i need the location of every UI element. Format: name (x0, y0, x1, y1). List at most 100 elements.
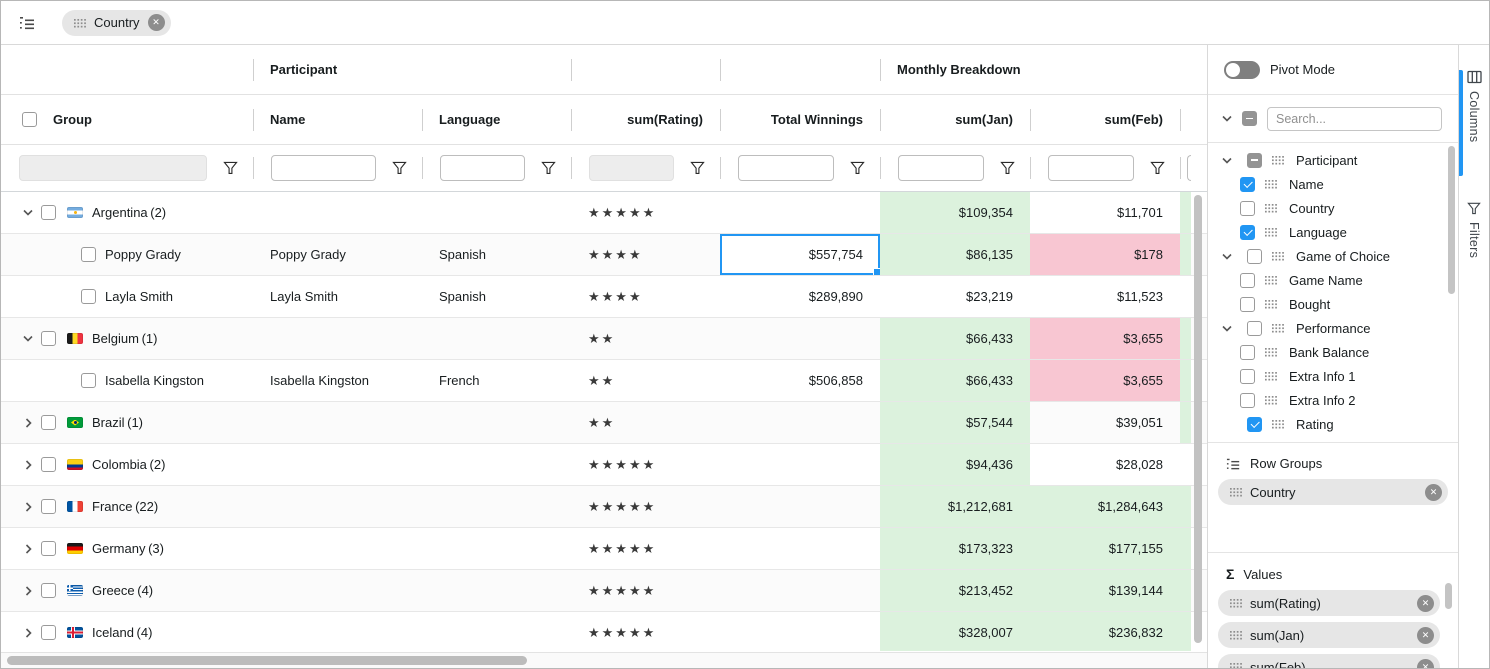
tree-scrollbar-thumb[interactable] (1448, 146, 1455, 294)
collapse-all-chevron-icon[interactable] (1222, 115, 1232, 122)
cell-sum-mar-partial[interactable] (1180, 192, 1191, 233)
horizontal-scrollbar-thumb[interactable] (7, 656, 527, 665)
column-visibility-checkbox[interactable] (1247, 416, 1262, 432)
cell-sum-feb[interactable]: $1,284,643 (1030, 486, 1180, 527)
column-tree-item-bank-balance[interactable]: Bank Balance (1208, 340, 1458, 364)
cell-sum-jan[interactable]: $66,433 (880, 318, 1030, 359)
column-visibility-checkbox[interactable] (1240, 224, 1255, 240)
cell-rating[interactable]: ★★★★★ (588, 498, 657, 514)
filter-icon[interactable] (222, 161, 238, 175)
filter-menu-button[interactable] (207, 161, 253, 175)
cell-group[interactable]: Belgium (1) (1, 318, 253, 359)
column-visibility-checkbox[interactable] (1240, 392, 1255, 408)
column-tree-item-name[interactable]: Name (1208, 172, 1458, 196)
row-select-checkbox[interactable] (81, 373, 96, 388)
cell-group[interactable]: Poppy Grady (1, 234, 253, 275)
column-visibility-checkbox[interactable] (1247, 320, 1262, 336)
header-sum-jan[interactable]: sum(Jan) (880, 95, 1030, 144)
remove-icon[interactable]: ✕ (1417, 658, 1434, 668)
cell-name[interactable] (253, 570, 422, 611)
cell-rating[interactable]: ★★ (588, 330, 616, 346)
column-tree-item-bought[interactable]: Bought (1208, 292, 1458, 316)
cell-name[interactable]: Poppy Grady (270, 247, 346, 262)
column-visibility-checkbox[interactable] (1240, 296, 1255, 312)
cell-sum-mar-partial[interactable] (1180, 234, 1191, 275)
cell-sum-mar-partial[interactable] (1180, 570, 1191, 611)
cell-group[interactable]: Layla Smith (1, 276, 253, 317)
column-visibility-checkbox[interactable] (1247, 152, 1262, 168)
cell-sum-jan[interactable]: $86,135 (880, 234, 1030, 275)
cell-sum-mar-partial[interactable] (1180, 444, 1191, 485)
column-search-input[interactable] (1267, 106, 1442, 131)
cell-group[interactable]: France (22) (1, 486, 253, 527)
cell-language[interactable] (422, 192, 571, 233)
chevron-down-icon[interactable] (23, 209, 33, 216)
cell-language[interactable] (422, 444, 571, 485)
cell-language[interactable] (422, 612, 571, 651)
column-tree-item-language[interactable]: Language (1208, 220, 1458, 244)
cell-language[interactable] (422, 486, 571, 527)
cell-sum-jan[interactable]: $57,544 (880, 402, 1030, 443)
column-tree-item-game-name[interactable]: Game Name (1208, 268, 1458, 292)
cell-sum-jan[interactable]: $213,452 (880, 570, 1030, 611)
chevron-down-icon[interactable] (1222, 157, 1232, 164)
cell-sum-jan[interactable]: $173,323 (880, 528, 1030, 569)
filter-icon[interactable] (1149, 161, 1165, 175)
cell-name[interactable] (253, 192, 422, 233)
cell-rating[interactable]: ★★★★ (588, 246, 643, 262)
row-select-checkbox[interactable] (41, 583, 56, 598)
cell-total-winnings-selected[interactable]: $557,754 (720, 234, 880, 275)
cell-name[interactable] (253, 402, 422, 443)
cell-rating[interactable]: ★★★★★ (588, 540, 657, 556)
filter-menu-button[interactable] (834, 161, 880, 175)
cell-name[interactable]: Isabella Kingston (270, 373, 370, 388)
header-total-winnings[interactable]: Total Winnings (720, 95, 880, 144)
cell-language[interactable]: Spanish (439, 289, 486, 304)
filter-icon[interactable] (689, 161, 705, 175)
filter-menu-button[interactable] (984, 161, 1030, 175)
filter-menu-button[interactable] (674, 161, 720, 175)
cell-sum-feb[interactable]: $28,028 (1116, 457, 1163, 472)
cell-sum-jan[interactable]: $66,433 (880, 360, 1030, 401)
cell-rating[interactable]: ★★ (588, 372, 616, 388)
value-chip[interactable]: sum(Jan) ✕ (1218, 622, 1440, 648)
filter-input[interactable] (738, 155, 834, 181)
header-group[interactable]: Group (1, 95, 253, 144)
column-visibility-checkbox[interactable] (1240, 200, 1255, 216)
row-expand-chevron[interactable] (15, 501, 41, 512)
header-sum-feb[interactable]: sum(Feb) (1030, 95, 1180, 144)
cell-total-winnings[interactable]: $506,858 (808, 373, 863, 388)
filter-menu-button[interactable] (376, 161, 422, 175)
cell-total-winnings[interactable] (720, 612, 880, 651)
chevron-right-icon[interactable] (25, 543, 32, 554)
cell-sum-feb[interactable]: $3,655 (1030, 360, 1180, 401)
cell-group[interactable]: Brazil (1) (1, 402, 253, 443)
value-chip[interactable]: sum(Feb) ✕ (1218, 654, 1440, 668)
horizontal-scrollbar[interactable] (1, 652, 1207, 668)
cell-sum-jan[interactable]: $109,354 (880, 192, 1030, 233)
cell-sum-feb[interactable]: $177,155 (1030, 528, 1180, 569)
header-language[interactable]: Language (422, 95, 571, 144)
cell-sum-feb[interactable]: $139,144 (1030, 570, 1180, 611)
filter-input[interactable] (440, 155, 525, 181)
chevron-right-icon[interactable] (25, 585, 32, 596)
row-expand-chevron[interactable] (15, 335, 41, 342)
chevron-down-icon[interactable] (23, 335, 33, 342)
cell-total-winnings[interactable] (720, 192, 880, 233)
cell-rating[interactable]: ★★★★★ (588, 204, 657, 220)
cell-rating[interactable]: ★★★★ (588, 288, 643, 304)
cell-name[interactable]: Layla Smith (270, 289, 338, 304)
row-expand-chevron[interactable] (15, 417, 41, 428)
chevron-down-icon[interactable] (1222, 253, 1232, 260)
column-visibility-checkbox[interactable] (1240, 272, 1255, 288)
row-group-chip[interactable]: Country ✕ (1218, 479, 1448, 505)
row-expand-chevron[interactable] (15, 627, 41, 638)
column-tree-item-rating[interactable]: Rating (1208, 412, 1458, 436)
cell-sum-mar-partial[interactable] (1180, 360, 1191, 401)
row-expand-chevron[interactable] (15, 459, 41, 470)
row-select-checkbox[interactable] (41, 541, 56, 556)
cell-total-winnings[interactable] (720, 444, 880, 485)
filter-input[interactable] (271, 155, 376, 181)
cell-group[interactable]: Iceland (4) (1, 612, 253, 651)
cell-name[interactable] (253, 444, 422, 485)
